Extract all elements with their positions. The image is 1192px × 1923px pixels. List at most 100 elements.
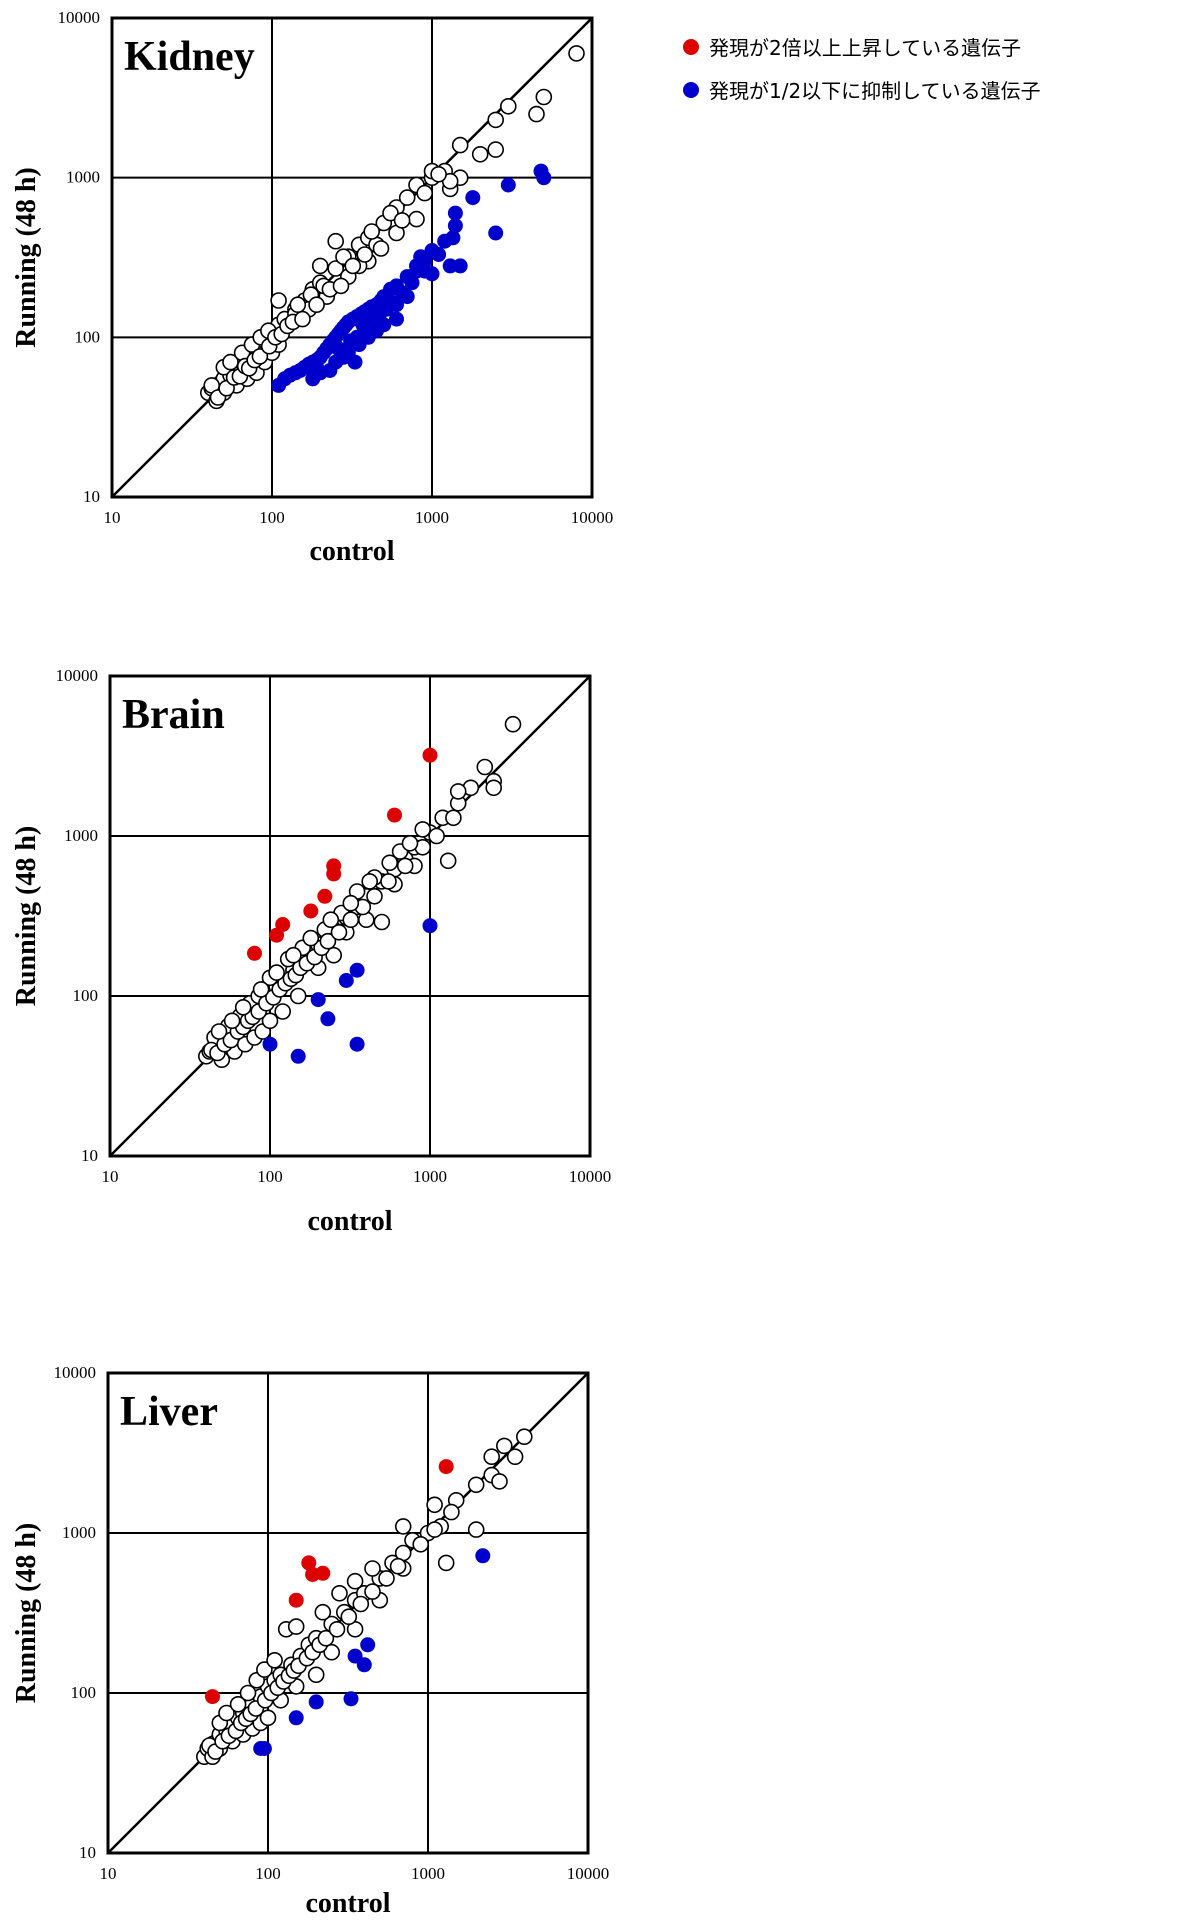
brain-down-point bbox=[349, 962, 365, 978]
liver-unchanged-point bbox=[340, 1608, 358, 1625]
liver-unchanged-point bbox=[389, 1557, 407, 1575]
liver-unchanged-point bbox=[394, 1518, 412, 1535]
liver-unchanged-point bbox=[483, 1448, 501, 1465]
brain-unchanged-point bbox=[330, 923, 348, 941]
kidney-down-point bbox=[389, 311, 404, 327]
liver-plot-frame bbox=[106, 1371, 590, 1855]
brain-unchanged-point bbox=[289, 987, 307, 1005]
brain-y-tick-label: 1000 bbox=[64, 826, 98, 845]
kidney-unchanged-point bbox=[344, 257, 362, 275]
brain-unchanged-point bbox=[234, 998, 252, 1016]
brain-x-ticks: 10 100 1000 10000 bbox=[102, 1167, 612, 1186]
liver-unchanged-point bbox=[378, 1570, 395, 1587]
kidney-down-point bbox=[452, 258, 468, 274]
brain-x-axis-label: control bbox=[307, 1206, 392, 1237]
legend-down-marker bbox=[683, 82, 699, 98]
kidney-unchanged-point bbox=[451, 136, 469, 154]
kidney-unchanged-point bbox=[327, 232, 345, 250]
kidney-down-point bbox=[305, 371, 321, 387]
liver-unchanged-point bbox=[259, 1709, 277, 1727]
kidney-x-ticks: 10 100 1000 10000 bbox=[104, 508, 614, 527]
liver-up-point bbox=[288, 1592, 304, 1608]
liver-up-points bbox=[205, 1459, 454, 1705]
kidney-y-axis-label: Running (48 h) bbox=[11, 167, 42, 348]
brain-unchanged-point bbox=[380, 873, 397, 890]
legend-up-marker bbox=[683, 39, 699, 55]
kidney-plot-frame bbox=[110, 16, 594, 499]
kidney-unchanged-point bbox=[393, 212, 411, 229]
brain-unchanged-point bbox=[504, 715, 522, 733]
kidney-unchanged-point bbox=[311, 257, 329, 275]
kidney-unchanged-point bbox=[382, 204, 399, 222]
kidney-unchanged-point bbox=[294, 310, 311, 328]
liver-unchanged-point bbox=[229, 1696, 247, 1713]
liver-down-point bbox=[308, 1694, 324, 1710]
liver-y-tick-label: 100 bbox=[71, 1683, 97, 1702]
liver-chart-title: Liver bbox=[120, 1389, 218, 1435]
brain-unchanged-point bbox=[274, 1003, 292, 1020]
brain-down-point bbox=[349, 1036, 365, 1052]
brain-unchanged-point bbox=[319, 932, 337, 950]
brain-unchanged-point bbox=[261, 1012, 279, 1030]
brain-down-point bbox=[262, 1036, 278, 1052]
brain-x-tick-label: 1000 bbox=[413, 1167, 447, 1186]
kidney-y-tick-label: 10000 bbox=[58, 8, 101, 27]
liver-up-point bbox=[438, 1459, 454, 1475]
liver-down-point bbox=[360, 1637, 376, 1653]
kidney-down-point bbox=[445, 230, 461, 246]
liver-unchanged-point bbox=[506, 1448, 524, 1465]
kidney-x-axis-label: control bbox=[309, 536, 394, 567]
liver-unchanged-points bbox=[196, 1428, 533, 1765]
brain-down-points bbox=[262, 918, 438, 1064]
kidney-down-point bbox=[347, 354, 363, 370]
kidney-unchanged-point bbox=[289, 296, 307, 314]
kidney-x-tick-label: 10 bbox=[104, 508, 121, 527]
brain-up-point bbox=[303, 903, 319, 919]
liver-down-point bbox=[475, 1548, 491, 1564]
kidney-unchanged-point bbox=[471, 146, 489, 163]
kidney-down-point bbox=[447, 205, 463, 221]
liver-y-tick-label: 10000 bbox=[54, 1363, 97, 1382]
brain-unchanged-point bbox=[285, 946, 302, 964]
kidney-down-point bbox=[447, 218, 463, 234]
kidney-down-point bbox=[359, 326, 375, 342]
liver-y-ticks: 10 100 1000 10000 bbox=[54, 1363, 97, 1862]
kidney-down-point bbox=[367, 311, 383, 327]
brain-unchanged-point bbox=[223, 1012, 241, 1030]
liver-unchanged-point bbox=[307, 1666, 325, 1684]
brain-unchanged-point bbox=[381, 854, 399, 872]
kidney-y-tick-label: 1000 bbox=[66, 168, 100, 187]
liver-unchanged-point bbox=[437, 1554, 455, 1572]
brain-chart-title: Brain bbox=[122, 692, 225, 738]
kidney-unchanged-point bbox=[251, 348, 269, 365]
kidney-unchanged-point bbox=[568, 45, 585, 62]
kidney-unchanged-point bbox=[308, 296, 325, 314]
brain-unchanged-point bbox=[396, 857, 414, 875]
liver-unchanged-point bbox=[314, 1603, 332, 1621]
brain-down-point bbox=[320, 1011, 336, 1027]
kidney-down-point bbox=[309, 359, 325, 375]
brain-up-point bbox=[326, 858, 342, 874]
liver-y-axis-label: Running (48 h) bbox=[11, 1523, 42, 1704]
liver-x-tick-label: 100 bbox=[255, 1864, 281, 1883]
liver-up-point bbox=[301, 1555, 317, 1571]
liver-x-tick-label: 1000 bbox=[411, 1864, 445, 1883]
liver-up-point bbox=[315, 1565, 331, 1581]
brain-unchanged-point bbox=[302, 929, 320, 947]
kidney-down-point bbox=[465, 190, 481, 206]
liver-unchanged-point bbox=[239, 1684, 257, 1702]
liver-unchanged-point bbox=[426, 1496, 443, 1514]
brain-unchanged-point bbox=[252, 981, 270, 998]
liver-unchanged-point bbox=[495, 1437, 513, 1455]
brain-up-point bbox=[275, 917, 291, 932]
brain-unchanged-point bbox=[428, 827, 445, 845]
legend: 発現が2倍以上上昇している遺伝子 発現が1/2以下に抑制している遺伝子 bbox=[683, 36, 1041, 103]
kidney-down-point bbox=[394, 285, 410, 301]
brain-y-ticks: 10 100 1000 10000 bbox=[56, 666, 99, 1165]
brain-up-point bbox=[387, 807, 402, 823]
brain-unchanged-point bbox=[485, 779, 503, 797]
liver-unchanged-point bbox=[352, 1595, 370, 1613]
kidney-y-tick-label: 10 bbox=[83, 487, 100, 506]
brain-y-tick-label: 10 bbox=[81, 1146, 98, 1165]
kidney-down-point bbox=[500, 177, 516, 193]
